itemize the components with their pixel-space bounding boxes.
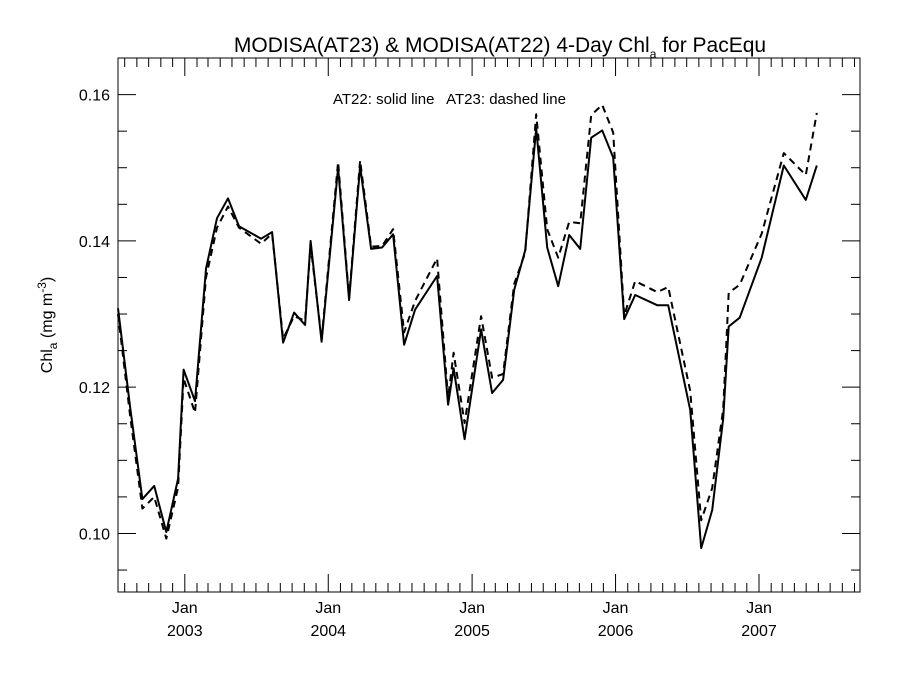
series-line-at23 (117, 103, 818, 540)
y-tick-label: 0.14 (79, 234, 110, 251)
x-tick-label-year: 2006 (598, 623, 634, 640)
y-tick-label: 0.12 (79, 380, 110, 397)
y-axis: 0.10 0.12 0.14 0.16 (79, 57, 860, 571)
x-tick-label-year: 2003 (167, 623, 203, 640)
x-tick-label-month: Jan (746, 600, 772, 617)
plot-frame (117, 57, 861, 593)
y-tick-label: 0.16 (79, 88, 110, 105)
series-line-at22 (117, 127, 818, 550)
x-tick-label-year: 2005 (454, 623, 490, 640)
x-tick-label-year: 2004 (310, 623, 346, 640)
chart-title: MODISA(AT23) & MODISA(AT22) 4-Day Chla f… (234, 34, 766, 61)
y-tick-label: 0.10 (79, 526, 110, 543)
x-tick-label-month: Jan (315, 600, 341, 617)
x-tick-label-year: 2007 (741, 623, 777, 640)
series-layer (117, 103, 818, 550)
x-axis: Jan 2003 Jan 2004 Jan 2005 Jan 2006 Jan 2007 (124, 58, 855, 640)
x-tick-label-month: Jan (603, 600, 629, 617)
x-tick-label-month: Jan (172, 600, 198, 617)
legend-annotation: AT22: solid line AT23: dashed line (333, 91, 566, 108)
y-axis-label: Chla (mg m-3) (35, 277, 60, 373)
x-tick-label-month: Jan (459, 600, 485, 617)
